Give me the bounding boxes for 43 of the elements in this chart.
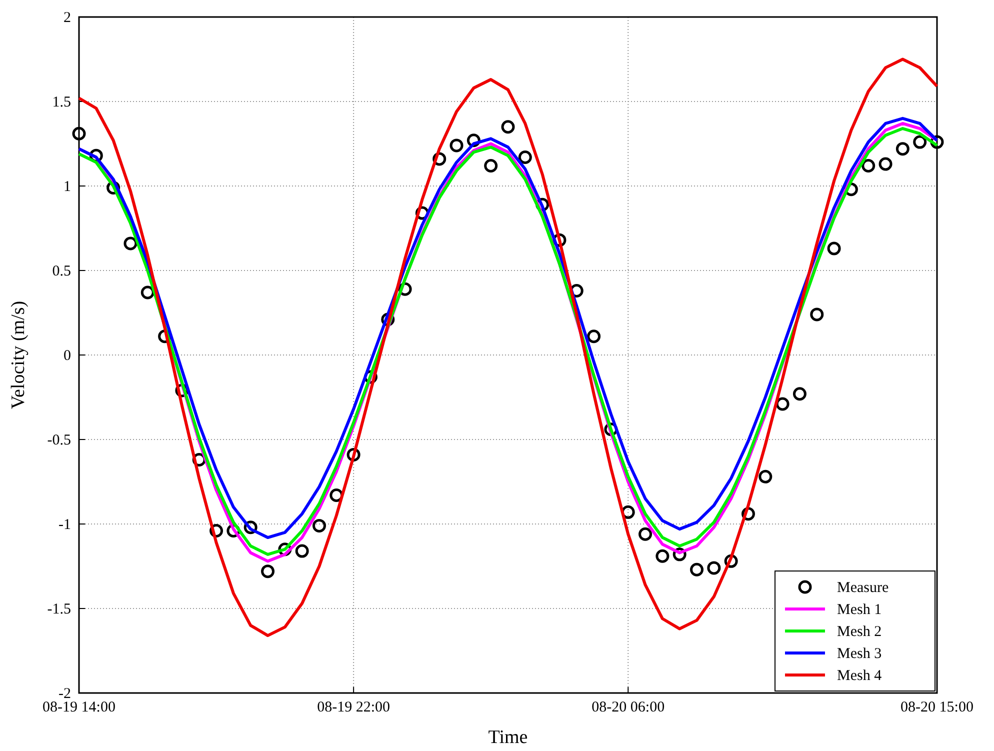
point xyxy=(913,135,927,149)
point xyxy=(72,126,86,140)
point xyxy=(518,150,532,164)
point xyxy=(810,308,824,322)
point xyxy=(792,387,806,401)
point xyxy=(295,544,309,558)
y-tick-label: 0.5 xyxy=(52,263,71,280)
point xyxy=(501,120,515,134)
point xyxy=(690,562,704,576)
point xyxy=(638,527,652,541)
point xyxy=(312,518,326,532)
x-tick-label: 08-19 14:00 xyxy=(42,700,116,716)
x-tick-label: 08-19 22:00 xyxy=(317,700,390,716)
line-series xyxy=(78,58,938,638)
point xyxy=(707,561,721,575)
point xyxy=(896,142,910,156)
point xyxy=(656,549,670,563)
y-tick-label: -0.5 xyxy=(47,432,71,448)
y-tick-label: 1 xyxy=(64,178,71,195)
y-tick-label: -1 xyxy=(58,516,71,533)
legend-label: Mesh 2 xyxy=(837,624,882,640)
legend-label: Mesh 1 xyxy=(837,602,882,618)
x-axis-title: Time xyxy=(488,727,528,748)
point xyxy=(450,138,464,152)
point xyxy=(758,470,772,484)
legend-label: Mesh 3 xyxy=(837,646,882,662)
y-tick-label: 1.5 xyxy=(52,94,71,110)
legend-label: Mesh 4 xyxy=(837,668,882,684)
y-tick-label: -1.5 xyxy=(47,601,71,618)
x-tick-label: 08-20 15:00 xyxy=(900,700,974,716)
y-tick-label: -2 xyxy=(58,686,71,702)
y-axis-title: Velocity (m/s) xyxy=(8,300,29,410)
point xyxy=(124,236,138,250)
point xyxy=(862,158,876,172)
point xyxy=(484,158,498,172)
y-tick-label: 2 xyxy=(64,10,71,26)
point xyxy=(878,157,892,171)
point xyxy=(261,564,275,578)
y-tick-label: 0 xyxy=(64,348,71,364)
x-tick-label: 08-20 06:00 xyxy=(592,700,665,716)
point xyxy=(587,330,601,344)
legend-label: Measure xyxy=(837,580,889,596)
point xyxy=(827,242,841,256)
